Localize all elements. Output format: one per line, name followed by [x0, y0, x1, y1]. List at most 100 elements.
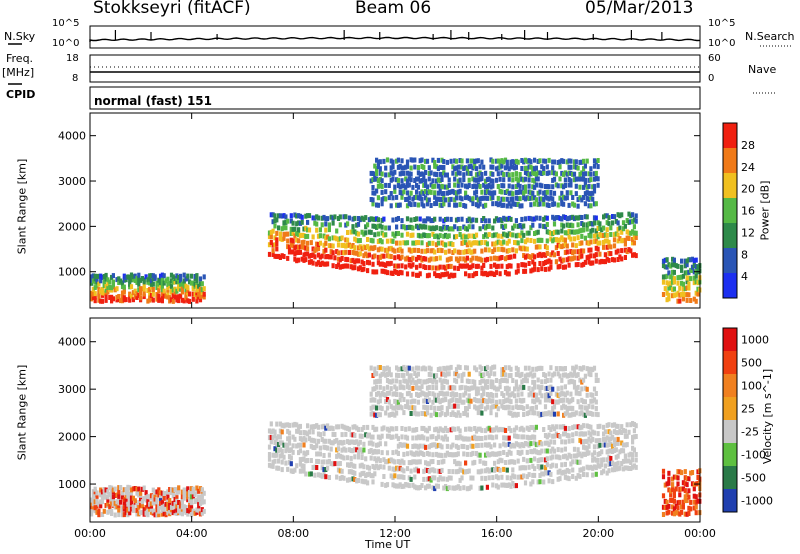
power-cell [536, 237, 540, 243]
velocity-cell [93, 505, 97, 511]
power-cell [431, 184, 435, 190]
velocity-cell [307, 436, 312, 442]
velocity-cell [685, 492, 689, 498]
power-cell [522, 190, 526, 196]
power-cell [522, 159, 526, 165]
velocity-cell [436, 442, 440, 448]
velocity-cell [531, 463, 535, 469]
velocity-cell [327, 475, 331, 480]
velocity-colorbar-tick: 100 [741, 380, 762, 393]
velocity-cell [500, 391, 504, 397]
power-cell [547, 258, 551, 264]
velocity-cell [542, 471, 546, 477]
velocity-cell [436, 392, 440, 398]
velocity-cell [627, 429, 631, 435]
power-cell [449, 263, 453, 269]
velocity-cell [514, 441, 518, 447]
velocity-cell [449, 475, 453, 481]
x-axis-label: Time UT [365, 538, 411, 551]
power-cell [293, 212, 297, 218]
velocity-colorbar-segment [723, 466, 737, 489]
velocity-cell [576, 372, 580, 378]
power-cell [331, 243, 335, 249]
velocity-cell [531, 434, 535, 440]
power-cell [498, 240, 502, 246]
velocity-cell [376, 449, 380, 455]
velocity-cell [184, 510, 188, 515]
power-cell [582, 171, 586, 177]
power-cell [514, 233, 518, 239]
velocity-cell [454, 367, 459, 373]
velocity-cell [503, 386, 508, 392]
velocity-cell [184, 487, 188, 493]
power-cell [545, 170, 549, 176]
power-cell [389, 245, 393, 251]
power-cell [569, 256, 573, 262]
power-cell [513, 160, 517, 165]
power-cell [433, 183, 437, 189]
power-cell [552, 229, 557, 235]
power-cell [128, 274, 132, 280]
velocity-cell [371, 449, 375, 455]
power-cell [322, 242, 326, 248]
power-cell [487, 183, 491, 188]
power-cell [453, 265, 457, 271]
power-cell [347, 250, 351, 255]
velocity-colorbar-segment [723, 374, 737, 397]
power-cell [560, 235, 564, 241]
power-cell [502, 239, 506, 245]
velocity-cell [531, 410, 535, 416]
velocity-cell [338, 475, 342, 481]
velocity-cell [572, 453, 577, 459]
velocity-cell [471, 435, 475, 441]
power-cell [563, 264, 567, 270]
velocity-cell [518, 426, 522, 432]
power-cell [534, 215, 538, 221]
power-cell [191, 283, 195, 289]
velocity-cell [507, 398, 511, 404]
power-cell [525, 165, 529, 171]
velocity-cell [168, 511, 172, 517]
power-cell [594, 258, 598, 264]
power-cell [625, 235, 629, 241]
power-cell [395, 263, 399, 269]
power-cell [353, 259, 357, 265]
power-cell [474, 158, 479, 164]
velocity-cell [552, 371, 557, 377]
velocity-cell [484, 398, 488, 404]
velocity-cell [431, 485, 435, 491]
velocity-cell [409, 450, 413, 456]
velocity-cell [137, 500, 141, 506]
power-cell [527, 164, 531, 170]
power-cell [282, 213, 286, 219]
velocity-cell [369, 440, 373, 446]
velocity-cell [405, 482, 410, 488]
power-cell [438, 189, 442, 195]
velocity-cell [164, 512, 168, 518]
power-cell [373, 172, 377, 177]
power-cell [315, 246, 319, 252]
power-cell [491, 233, 495, 239]
power-cell [545, 184, 549, 189]
power-cell [429, 170, 433, 176]
velocity-cell [284, 460, 288, 466]
power-cell [326, 261, 330, 267]
velocity-cell [324, 445, 328, 451]
power-cell [580, 176, 584, 182]
velocity-cell [478, 371, 482, 377]
power-cell [195, 273, 199, 279]
power-cell [478, 256, 482, 262]
velocity-cell [440, 476, 444, 482]
power-cell [396, 157, 400, 163]
velocity-cell [129, 506, 134, 512]
velocity-cell [680, 470, 684, 476]
velocity-cell [518, 404, 522, 410]
power-cell [552, 170, 557, 176]
power-cell [631, 229, 635, 235]
velocity-cell [309, 443, 313, 449]
power-cell [306, 213, 310, 219]
power-cell [415, 216, 419, 222]
power-cell [493, 241, 497, 247]
xtick-label: 00:00 [684, 527, 716, 540]
velocity-cell [533, 466, 537, 472]
